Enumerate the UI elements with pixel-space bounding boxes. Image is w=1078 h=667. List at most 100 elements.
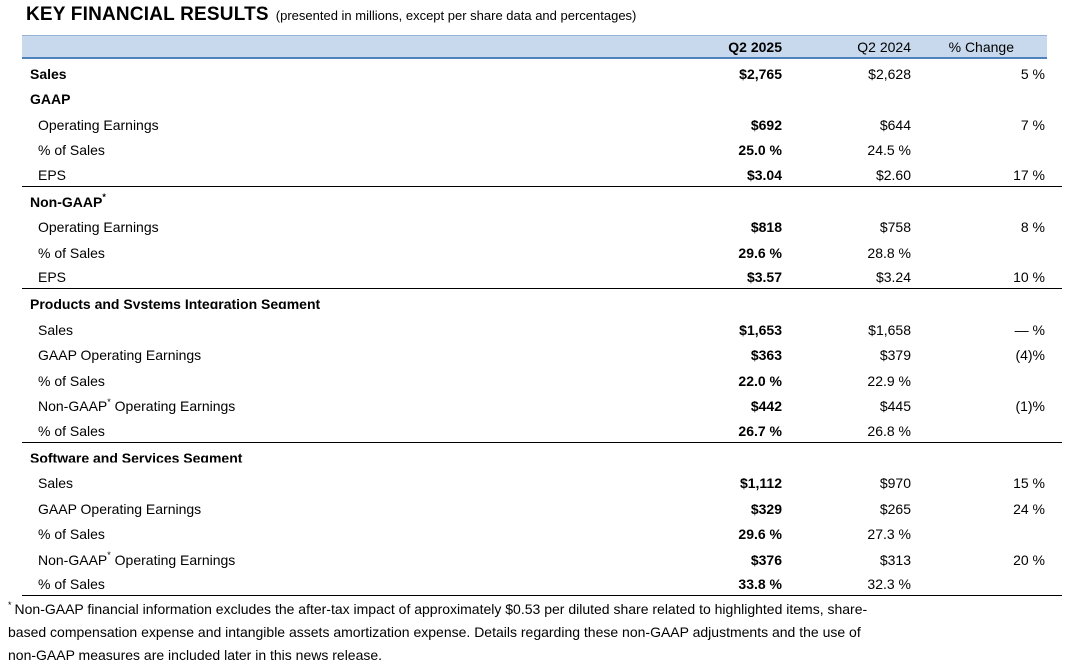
table-row: Products and Systems Integration Segment [22, 289, 1062, 315]
value-q2-2025: $3.57 [746, 269, 782, 286]
row-label-text: Operating Earnings [110, 398, 236, 415]
value-q2-2024: $644 [879, 116, 911, 133]
table-row: Operating Earnings $818 $758 8 % [22, 213, 1062, 239]
value-pct-change: (4)% [1015, 347, 1045, 364]
value-q2-2025: $1,112 [739, 475, 782, 492]
value-q2-2025: 29.6 % [738, 526, 782, 543]
value-q2-2025: 33.8 % [738, 576, 782, 593]
non-gaap-asterisk: * [107, 396, 111, 407]
row-label: GAAP Operating Earnings [22, 501, 612, 517]
row-label-text: Operating Earnings [38, 219, 159, 236]
value-q2-2024: $2.60 [875, 166, 911, 183]
value-q2-2024: $445 [879, 398, 911, 415]
value-q2-2025: $692 [750, 116, 782, 133]
table-row: % of Sales 22.0 % 22.9 % [22, 366, 1062, 392]
row-label: % of Sales [22, 142, 612, 158]
row-label-text: Sales [30, 65, 67, 82]
row-label-text: % of Sales [38, 576, 105, 593]
row-label: EPS [22, 269, 612, 285]
value-q2-2025: $442 [750, 398, 782, 415]
row-label: Sales [22, 475, 612, 491]
table-row: % of Sales 29.6 % 27.3 % [22, 520, 1062, 546]
value-pct-change: 20 % [1013, 551, 1045, 568]
value-q2-2025: 26.7 % [738, 422, 782, 439]
value-q2-2025: $376 [750, 551, 782, 568]
row-label-text: EPS [38, 269, 67, 286]
row-label-text: Sales [38, 475, 74, 492]
non-gaap-asterisk: * [102, 191, 106, 202]
table-row: % of Sales 29.6 % 28.8 % [22, 238, 1062, 264]
row-label-text: % of Sales [38, 372, 105, 389]
value-q2-2024: 22.9 % [867, 372, 911, 389]
row-label-text: Software and Services Segment [30, 449, 243, 466]
row-label: EPS [22, 167, 612, 183]
row-label: Non-GAAP* Operating Earnings [22, 551, 612, 568]
value-q2-2025: $818 [750, 219, 782, 236]
footnote: * Non-GAAP financial information excludes… [8, 598, 1078, 667]
value-q2-2024: $2,628 [868, 65, 911, 82]
value-q2-2024: 32.3 % [867, 576, 911, 593]
row-label: GAAP [22, 91, 612, 107]
row-label-text: % of Sales [38, 526, 105, 543]
row-label: Operating Earnings [22, 117, 612, 133]
row-label: % of Sales [22, 373, 612, 389]
row-label: Operating Earnings [22, 219, 612, 235]
table-row: % of Sales 25.0 % 24.5 % [22, 136, 1062, 162]
table-row: % of Sales 33.8 % 32.3 % [22, 571, 1062, 597]
page-title-note: (presented in millions, except per share… [275, 8, 637, 23]
value-q2-2025: $1,653 [739, 321, 782, 338]
row-label: Software and Services Segment [22, 450, 612, 466]
column-header-q2-2025: Q2 2025 [728, 39, 782, 55]
value-q2-2024: $313 [879, 551, 911, 568]
value-pct-change: 15 % [1013, 475, 1045, 492]
table-row: EPS $3.57 $3.24 10 % [22, 264, 1062, 290]
table-row: Software and Services Segment [22, 443, 1062, 469]
value-q2-2024: 28.8 % [867, 244, 911, 261]
row-label: % of Sales [22, 423, 612, 439]
value-pct-change: 5 % [1020, 65, 1045, 82]
row-label: % of Sales [22, 576, 612, 592]
row-label: Non-GAAP* Operating Earnings [22, 396, 612, 415]
table-row: GAAP [22, 85, 1062, 111]
row-label: Non-GAAP* [22, 191, 612, 209]
row-label-text: Non-GAAP [38, 398, 108, 415]
row-label-text: EPS [38, 166, 67, 183]
value-q2-2025: 25.0 % [738, 142, 782, 159]
value-q2-2024: 27.3 % [867, 526, 911, 543]
table-row: Non-GAAP* [22, 187, 1062, 213]
table-rows: Sales $2,765 $2,628 5 % GAAP Operating Earnin… [22, 59, 1062, 597]
footnote-line-text: based compensation expense and intangibl… [8, 624, 861, 641]
footnote-line: based compensation expense and intangibl… [8, 621, 1078, 644]
value-pct-change: 8 % [1020, 219, 1045, 236]
table-header-row: Q2 2025 Q2 2024 % Change [22, 35, 1062, 59]
value-pct-change: (1)% [1015, 398, 1045, 415]
row-label-text: Non-GAAP [38, 551, 108, 568]
value-q2-2024: $379 [879, 347, 911, 364]
value-q2-2025: $2,765 [739, 65, 782, 82]
row-label-text: Sales [38, 321, 74, 338]
row-label: Sales [22, 66, 612, 82]
row-label: Products and Systems Integration Segment [22, 296, 612, 312]
row-label-text: Operating Earnings [110, 551, 236, 568]
footnote-line: * Non-GAAP financial information excludes… [8, 598, 1078, 621]
value-q2-2025: $363 [750, 347, 782, 364]
footnote-line-text: Non-GAAP financial information excludes … [14, 601, 868, 618]
row-label-text: GAAP Operating Earnings [38, 500, 202, 517]
value-pct-change: 10 % [1013, 269, 1045, 286]
table-row: % of Sales 26.7 % 26.8 % [22, 417, 1062, 443]
row-label-text: GAAP Operating Earnings [38, 347, 202, 364]
row-label: % of Sales [22, 245, 612, 261]
value-q2-2024: 26.8 % [867, 422, 911, 439]
value-q2-2024: 24.5 % [867, 142, 911, 159]
value-q2-2025: $3.04 [746, 166, 782, 183]
value-q2-2024: $970 [879, 475, 911, 492]
page-title: KEY FINANCIAL RESULTS (presented in mill… [26, 4, 1078, 26]
table-row: Sales $1,112 $970 15 % [22, 469, 1062, 495]
row-label-text: Operating Earnings [38, 116, 159, 133]
value-pct-change: 24 % [1013, 500, 1045, 517]
value-pct-change: — % [1014, 321, 1045, 338]
value-pct-change: 7 % [1020, 116, 1045, 133]
row-label-text: % of Sales [38, 244, 105, 261]
table-row: Sales $1,653 $1,658 — % [22, 315, 1062, 341]
row-label: % of Sales [22, 526, 612, 542]
